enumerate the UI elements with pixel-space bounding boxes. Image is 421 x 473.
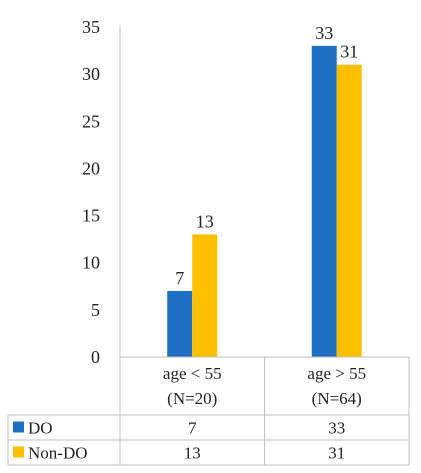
table-value-cell: 7 bbox=[188, 419, 197, 438]
bar-non-do bbox=[192, 234, 218, 357]
legend-key-label: Non-DO bbox=[28, 444, 88, 463]
y-tick-label: 10 bbox=[82, 253, 100, 273]
category-label: age > 55 bbox=[307, 364, 366, 383]
data-label: 33 bbox=[315, 23, 333, 43]
data-label: 7 bbox=[175, 268, 184, 288]
legend-key-label: DO bbox=[28, 419, 53, 438]
data-label: 13 bbox=[196, 211, 214, 231]
y-tick-label: 20 bbox=[82, 158, 100, 178]
bar-do bbox=[311, 45, 337, 357]
category-count-label: (N=20) bbox=[167, 389, 217, 408]
y-tick-label: 5 bbox=[91, 300, 100, 320]
y-tick-label: 30 bbox=[82, 64, 100, 84]
y-tick-label: 15 bbox=[82, 206, 100, 226]
legend-key-swatch bbox=[13, 421, 24, 433]
bar-non-do bbox=[336, 64, 362, 357]
y-tick-label: 0 bbox=[91, 347, 100, 367]
table-value-cell: 33 bbox=[328, 419, 345, 438]
y-tick-label: 35 bbox=[82, 17, 100, 37]
category-label: age < 55 bbox=[163, 364, 222, 383]
bar-do bbox=[167, 291, 193, 357]
data-label: 31 bbox=[340, 42, 358, 62]
legend-key-swatch bbox=[13, 446, 24, 458]
y-tick-label: 25 bbox=[82, 111, 100, 131]
table-value-cell: 31 bbox=[328, 444, 345, 463]
category-count-label: (N=64) bbox=[312, 389, 362, 408]
table-value-cell: 13 bbox=[184, 444, 201, 463]
